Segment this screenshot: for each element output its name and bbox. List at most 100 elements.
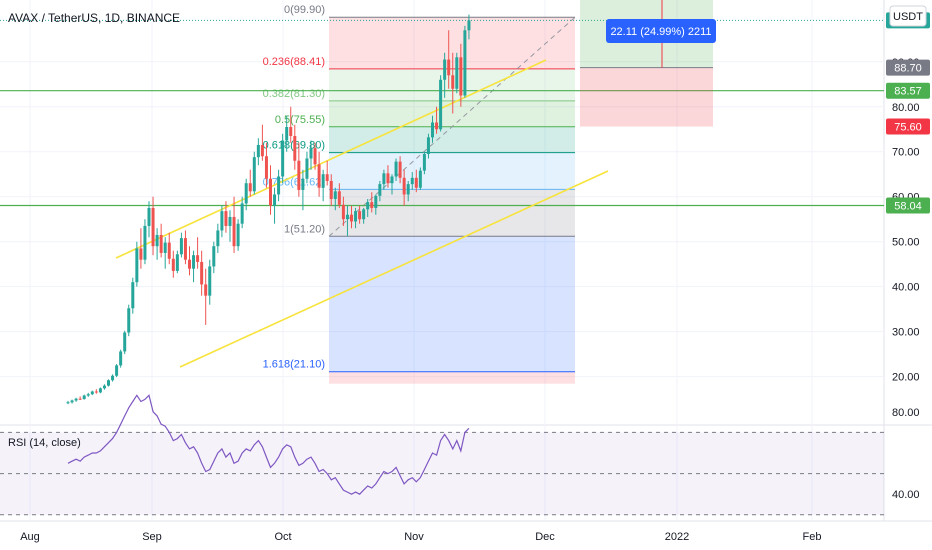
currency-label: USDT bbox=[893, 11, 923, 23]
candle-body bbox=[366, 202, 370, 210]
fib-zone bbox=[329, 17, 575, 69]
candle-body bbox=[455, 57, 459, 89]
candle-body bbox=[143, 225, 147, 260]
price-tick-label: 30.00 bbox=[892, 327, 920, 339]
price-badge-label: 88.70 bbox=[894, 63, 922, 75]
fib-zone bbox=[329, 126, 575, 153]
candle-body bbox=[301, 178, 305, 190]
channel-lower-line bbox=[179, 170, 609, 368]
candle-body bbox=[264, 156, 268, 179]
fib-zone bbox=[329, 189, 575, 237]
candle-body bbox=[102, 385, 106, 389]
fib-retracement[interactable]: 0(99.90) 0.236(88.41) 0.382(81.30) 0.5(75.5… bbox=[0, 4, 884, 384]
candle-body bbox=[362, 209, 366, 220]
measure-label: 22.11 (24.99%) 2211 bbox=[610, 26, 711, 38]
price-badge bbox=[886, 82, 930, 99]
candles bbox=[66, 14, 471, 405]
candle-body bbox=[451, 75, 455, 89]
fib-level-label: 0(99.90) bbox=[284, 4, 325, 16]
axes: 20.0030.0040.0050.0060.0070.0080.0090.00… bbox=[20, 57, 919, 543]
candle-body bbox=[78, 398, 82, 400]
candle-body bbox=[345, 214, 349, 220]
candle-body bbox=[131, 282, 135, 309]
candle-body bbox=[354, 211, 358, 222]
price-tick-label: 70.00 bbox=[892, 147, 920, 159]
price-badge-label: 83.57 bbox=[894, 86, 922, 98]
candle-body bbox=[374, 195, 378, 208]
candle-body bbox=[86, 394, 90, 396]
time-tick-label: Sep bbox=[142, 531, 162, 543]
candle-body bbox=[269, 178, 272, 206]
candle-body bbox=[155, 234, 159, 247]
candle-body bbox=[171, 258, 175, 271]
candle-body bbox=[200, 261, 204, 285]
fib-level-label: 1.618(21.10) bbox=[263, 359, 325, 371]
candle-body bbox=[341, 204, 345, 220]
rsi-tick-label: 40.00 bbox=[892, 489, 920, 501]
candle-body bbox=[111, 375, 115, 381]
candle-body bbox=[398, 161, 402, 178]
candle-body bbox=[439, 79, 443, 130]
candle-body bbox=[337, 191, 341, 205]
candle-body bbox=[317, 164, 321, 188]
candle-body bbox=[135, 248, 139, 283]
candle-body bbox=[422, 153, 426, 171]
candle-body bbox=[183, 238, 187, 260]
candle-body bbox=[151, 207, 155, 247]
time-tick-label: Oct bbox=[274, 531, 291, 543]
candle-body bbox=[329, 180, 333, 199]
fib-level-label: 1(51.20) bbox=[284, 223, 325, 235]
price-axis-panel[interactable] bbox=[884, 0, 932, 550]
candle-body bbox=[394, 161, 398, 177]
price-tick-label: 20.00 bbox=[892, 372, 920, 384]
fib-zone bbox=[329, 152, 575, 190]
rsi-pane bbox=[0, 394, 884, 516]
candle-body bbox=[163, 242, 167, 253]
candle-body bbox=[313, 148, 317, 165]
candle-body bbox=[192, 255, 196, 269]
candle-body bbox=[70, 400, 74, 403]
candle-body bbox=[426, 137, 430, 154]
candle-body bbox=[459, 57, 463, 96]
candle-body bbox=[139, 248, 143, 260]
candle-body bbox=[179, 238, 183, 255]
candle-body bbox=[305, 158, 309, 179]
price-badge bbox=[886, 118, 930, 135]
price-pane[interactable] bbox=[0, 0, 884, 425]
candle-body bbox=[418, 170, 422, 188]
candle-body bbox=[435, 122, 439, 130]
candle-body bbox=[220, 211, 224, 231]
symbol-title: AVAX / TetherUS, 1D, BINANCE bbox=[8, 11, 180, 25]
candle-body bbox=[431, 122, 434, 138]
candle-body bbox=[204, 284, 208, 296]
fib-zone bbox=[329, 100, 575, 127]
candle-body bbox=[378, 184, 382, 196]
candle-body bbox=[467, 20, 471, 31]
candle-body bbox=[159, 234, 163, 253]
price-tick-label: 40.00 bbox=[892, 282, 920, 294]
candle-body bbox=[216, 230, 220, 247]
candle-body bbox=[309, 148, 313, 159]
candle-body bbox=[406, 184, 410, 195]
candle-body bbox=[248, 183, 252, 192]
long-position-tool[interactable] bbox=[580, 0, 713, 127]
candle-body bbox=[119, 351, 123, 366]
candle-body bbox=[463, 30, 467, 96]
candle-body bbox=[240, 203, 244, 224]
fib-level-label: 0.382(81.30) bbox=[263, 88, 325, 100]
candle-body bbox=[273, 194, 277, 206]
candle-body bbox=[175, 254, 179, 271]
candle-body bbox=[402, 177, 406, 195]
rsi-title: RSI (14, close) bbox=[8, 437, 81, 449]
price-badge bbox=[886, 197, 930, 214]
candle-body bbox=[390, 176, 394, 184]
parallel-channel[interactable] bbox=[115, 59, 609, 368]
fib-zone bbox=[329, 371, 575, 384]
candle-body bbox=[228, 216, 232, 226]
currency-button[interactable]: USDT bbox=[889, 5, 927, 27]
candle-body bbox=[386, 173, 390, 184]
price-tick-label: 50.00 bbox=[892, 237, 920, 249]
candle-body bbox=[196, 255, 200, 262]
candle-body bbox=[325, 174, 329, 181]
